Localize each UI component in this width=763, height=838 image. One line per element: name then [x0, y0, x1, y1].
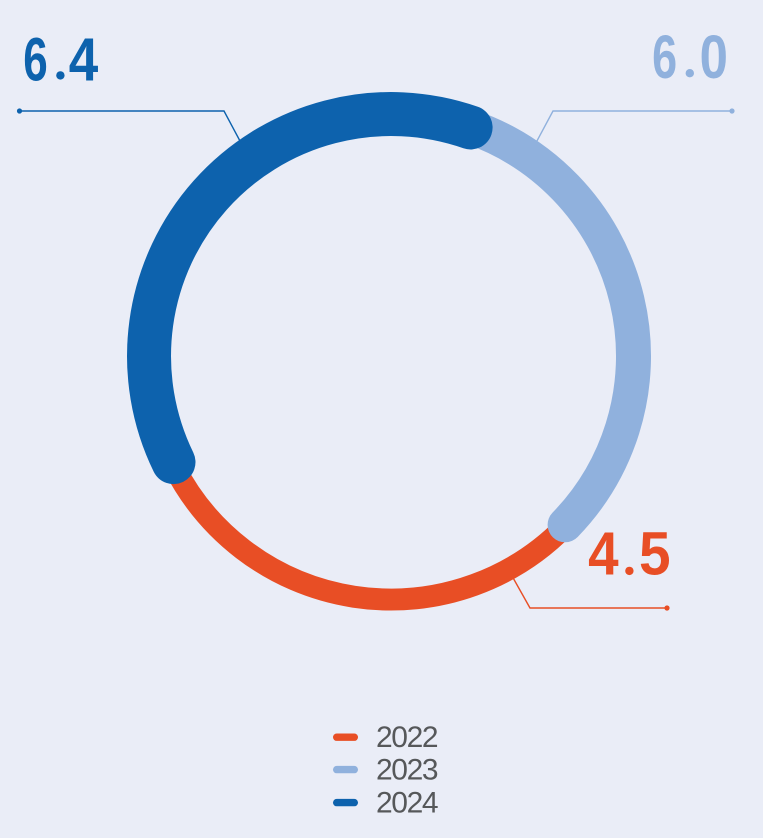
svg-text:0: 0 — [700, 23, 728, 92]
svg-text:2022: 2022 — [376, 721, 438, 754]
svg-text:2024: 2024 — [376, 787, 438, 820]
svg-text:6: 6 — [652, 23, 677, 92]
svg-text:6: 6 — [23, 26, 48, 95]
svg-text:4: 4 — [69, 26, 99, 95]
svg-text:5: 5 — [639, 520, 671, 589]
svg-text:4: 4 — [588, 520, 619, 589]
svg-text:2023: 2023 — [376, 754, 438, 787]
